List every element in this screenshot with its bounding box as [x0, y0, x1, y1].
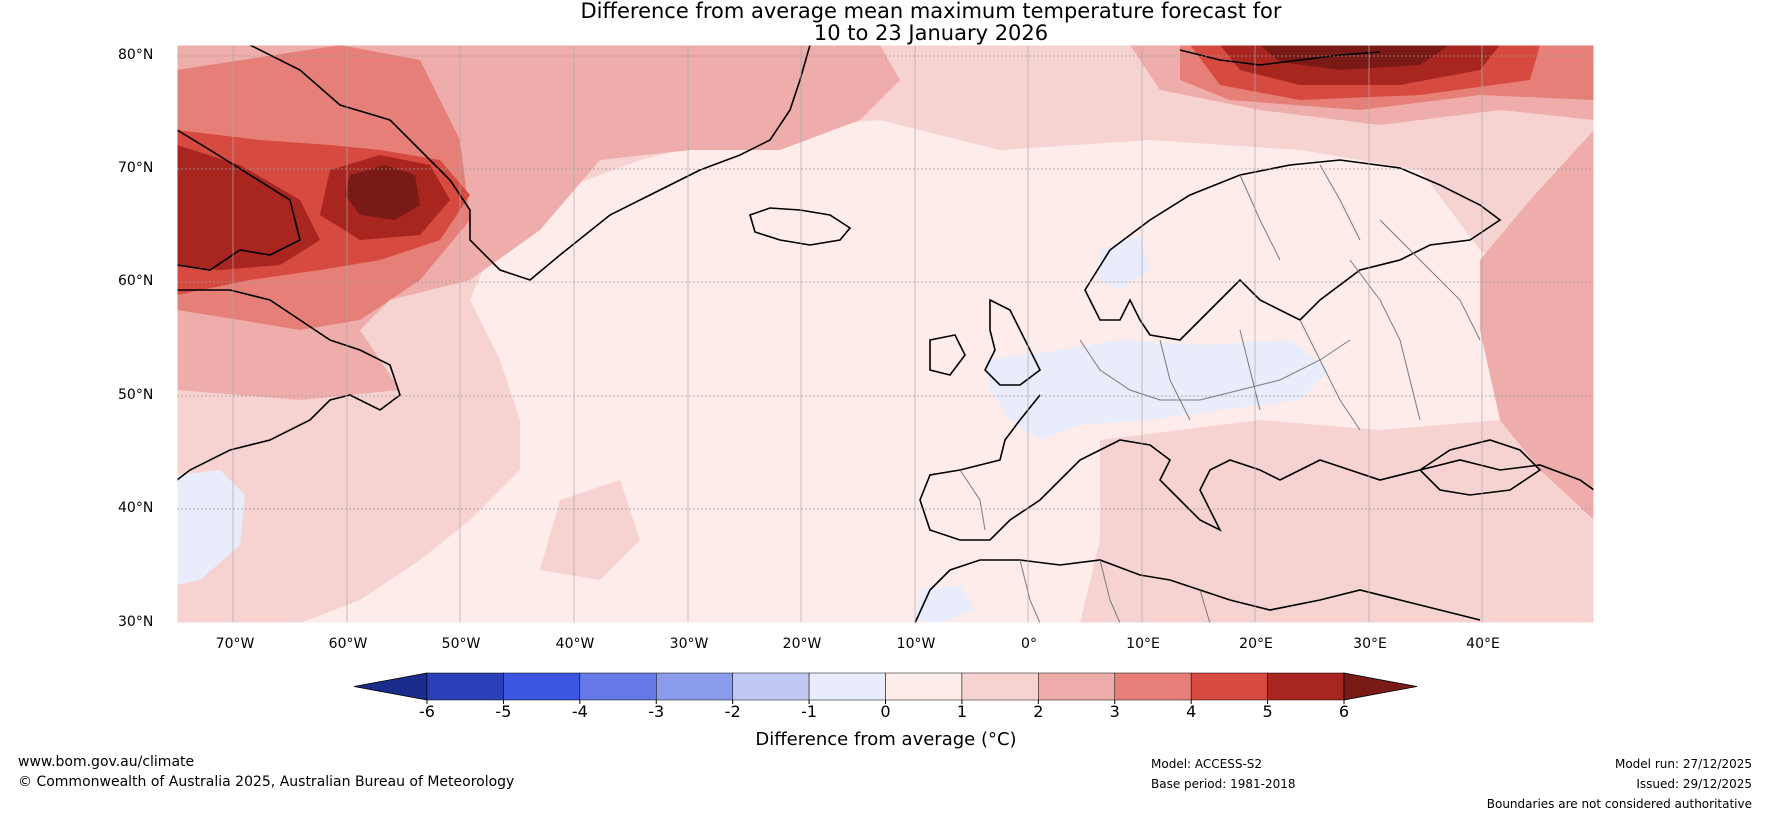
- anomaly-band-neg-central-europe: [985, 340, 1330, 440]
- anomaly-band-1-2-mid-atlantic: [540, 480, 640, 580]
- lon-label-70w: 70°W: [215, 636, 255, 652]
- anomaly-band-5-6-baffin: [177, 145, 320, 270]
- colorbar-extend-low: [353, 672, 428, 701]
- colorbar-extend-high: [1343, 672, 1418, 701]
- coastline-black-sea: [1418, 439, 1542, 496]
- colorbar-swatch: [1038, 672, 1116, 701]
- colorbar-tick-label: 4: [1186, 702, 1197, 721]
- colorbar-swatch: [808, 672, 886, 701]
- anomaly-band-6-plus-greenland: [345, 165, 420, 220]
- lon-label-10w: 10°W: [896, 636, 936, 652]
- gridlines: [177, 55, 1594, 510]
- lat-label-30n: 30°N: [118, 614, 154, 630]
- colorbar-swatch: [503, 672, 581, 701]
- colorbar-swatch: [1267, 672, 1345, 701]
- map-field: [177, 45, 1594, 623]
- coastline-north-africa: [914, 559, 1481, 623]
- lat-label-80n: 80°N: [118, 47, 154, 63]
- lat-label-50n: 50°N: [118, 387, 154, 403]
- footer-disclaimer: Boundaries are not considered authoritat…: [1486, 797, 1752, 811]
- country-borders: [959, 164, 1481, 623]
- colorbar-tick-label: -5: [495, 702, 512, 721]
- coastline-british-isles: [929, 298, 1042, 386]
- colorbar: [353, 672, 1418, 704]
- colorbar-tick-label: 3: [1109, 702, 1120, 721]
- lon-label-40w: 40°W: [555, 636, 595, 652]
- colorbar-swatch: [961, 672, 1039, 701]
- map-title-line2: 10 to 23 January 2026: [813, 21, 1049, 45]
- border-lines-central-europe: [1079, 319, 1361, 431]
- footer-model-run: Model run: 27/12/2025: [1614, 757, 1752, 771]
- colorbar-swatch: [885, 672, 963, 701]
- footer-website[interactable]: www.bom.gov.au/climate: [18, 754, 195, 770]
- map-title: Difference from average mean maximum tem…: [0, 0, 1770, 44]
- colorbar-tick-label: 1: [956, 702, 967, 721]
- colorbar-swatch: [656, 672, 733, 701]
- colorbar-swatch: [1190, 672, 1268, 701]
- coastline-iceland: [749, 207, 852, 246]
- colorbar-tick-label: -6: [419, 702, 435, 721]
- anomaly-band-2-3-russia: [1480, 130, 1594, 520]
- colorbar-swatch: [426, 672, 504, 701]
- meridians: [232, 45, 1483, 623]
- colorbar-tick-label: 0: [880, 702, 891, 721]
- colorbar-tick-label: -1: [801, 702, 818, 721]
- border-lines-scandinavia: [1239, 164, 1361, 261]
- colorbar-tick-label: 6: [1338, 702, 1350, 721]
- coastline-baffin: [177, 129, 301, 271]
- footer-copyright: © Commonwealth of Australia 2025, Austra…: [18, 774, 515, 790]
- lat-label-70n: 70°N: [118, 160, 154, 176]
- border-lines-iberia-africa: [959, 469, 1211, 623]
- coastline-iberia-france: [919, 394, 1594, 541]
- lon-label-60w: 60°W: [328, 636, 368, 652]
- coastlines: [177, 45, 1594, 623]
- coastline-labrador: [177, 289, 401, 481]
- colorbar-swatch: [732, 672, 810, 701]
- colorbar-label: Difference from average (°C): [755, 729, 1017, 750]
- colorbar-swatch: [1114, 672, 1192, 701]
- footer-model: Model: ACCESS-S2: [1151, 757, 1263, 771]
- coastline-novaya-zemlya: [1179, 49, 1381, 66]
- colorbar-tick-label: -2: [724, 702, 741, 721]
- lon-label-10e: 10°E: [1126, 636, 1160, 652]
- anomaly-band-1-2-mediterranean: [1080, 420, 1594, 623]
- colorbar-tick-label: 2: [1033, 702, 1044, 721]
- footer-base-period: Base period: 1981-2018: [1151, 777, 1296, 791]
- lon-label-30e: 30°E: [1353, 636, 1387, 652]
- anomaly-band-neg-morocco: [915, 585, 975, 623]
- lat-label-60n: 60°N: [118, 273, 154, 289]
- anomaly-band-neg-north-america: [177, 470, 245, 585]
- colorbar-tick-label: -4: [571, 702, 588, 721]
- lon-label-50w: 50°W: [441, 636, 481, 652]
- lon-label-40e: 40°E: [1466, 636, 1500, 652]
- lon-label-0: 0°: [1021, 636, 1037, 652]
- footer-issued: Issued: 29/12/2025: [1636, 777, 1752, 791]
- coastline-greenland: [249, 45, 811, 281]
- border-lines-eastern-europe: [1349, 219, 1481, 421]
- colorbar-swatch: [579, 672, 657, 701]
- anomaly-band-6-plus-barents: [1260, 45, 1450, 70]
- lon-label-20w: 20°W: [782, 636, 822, 652]
- lon-label-30w: 30°W: [669, 636, 709, 652]
- lon-label-20e: 20°E: [1239, 636, 1273, 652]
- coastline-scandinavia: [1084, 159, 1502, 341]
- lat-label-40n: 40°N: [118, 500, 154, 516]
- map-frame: [176, 44, 1595, 624]
- colorbar-tick-label: -3: [648, 702, 665, 721]
- map-title-line1: Difference from average mean maximum tem…: [580, 0, 1282, 23]
- colorbar-tick-label: 5: [1262, 702, 1273, 721]
